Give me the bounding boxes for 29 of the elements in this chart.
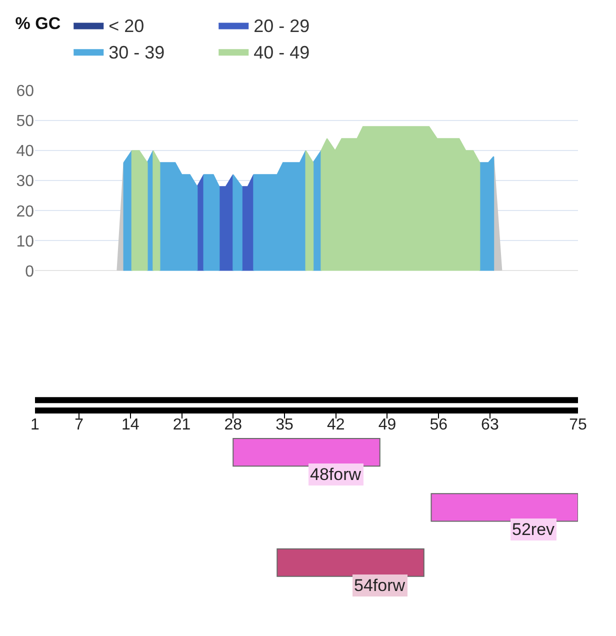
legend-label: 20 - 29 <box>254 16 310 36</box>
annotation: 52rev <box>512 520 556 539</box>
y-tick-label: 50 <box>16 113 34 130</box>
x-tick-label: 63 <box>481 416 499 434</box>
legend-label: 30 - 39 <box>108 42 165 63</box>
y-tick-label: 60 <box>16 83 34 100</box>
bar <box>276 548 424 577</box>
bar <box>232 438 380 467</box>
y-tick-label: 0 <box>25 263 34 280</box>
bar <box>430 493 578 522</box>
x-tick-label: 14 <box>121 416 140 434</box>
x-tick-label: 49 <box>378 416 396 434</box>
x-tick-label: 35 <box>276 416 294 434</box>
legend-label: 40 - 49 <box>254 42 310 63</box>
x-tick-label: 75 <box>569 416 587 434</box>
annotation: 48forw <box>310 465 362 484</box>
y-tick-label: 30 <box>16 173 34 190</box>
legend-title: % GC <box>15 14 61 34</box>
y-tick-label: 20 <box>16 203 34 220</box>
y-tick-label: 10 <box>16 233 34 250</box>
x-tick-label: 21 <box>172 416 191 434</box>
x-tick-label: 1 <box>30 416 40 434</box>
x-tick-label: 56 <box>430 416 448 434</box>
x-tick-label: 7 <box>74 416 84 434</box>
x-tick-label: 28 <box>224 416 242 434</box>
legend-label: < 20 <box>108 16 144 36</box>
annotation: 54forw <box>354 576 406 595</box>
y-tick-label: 40 <box>16 143 34 160</box>
x-tick-label: 42 <box>326 416 345 434</box>
